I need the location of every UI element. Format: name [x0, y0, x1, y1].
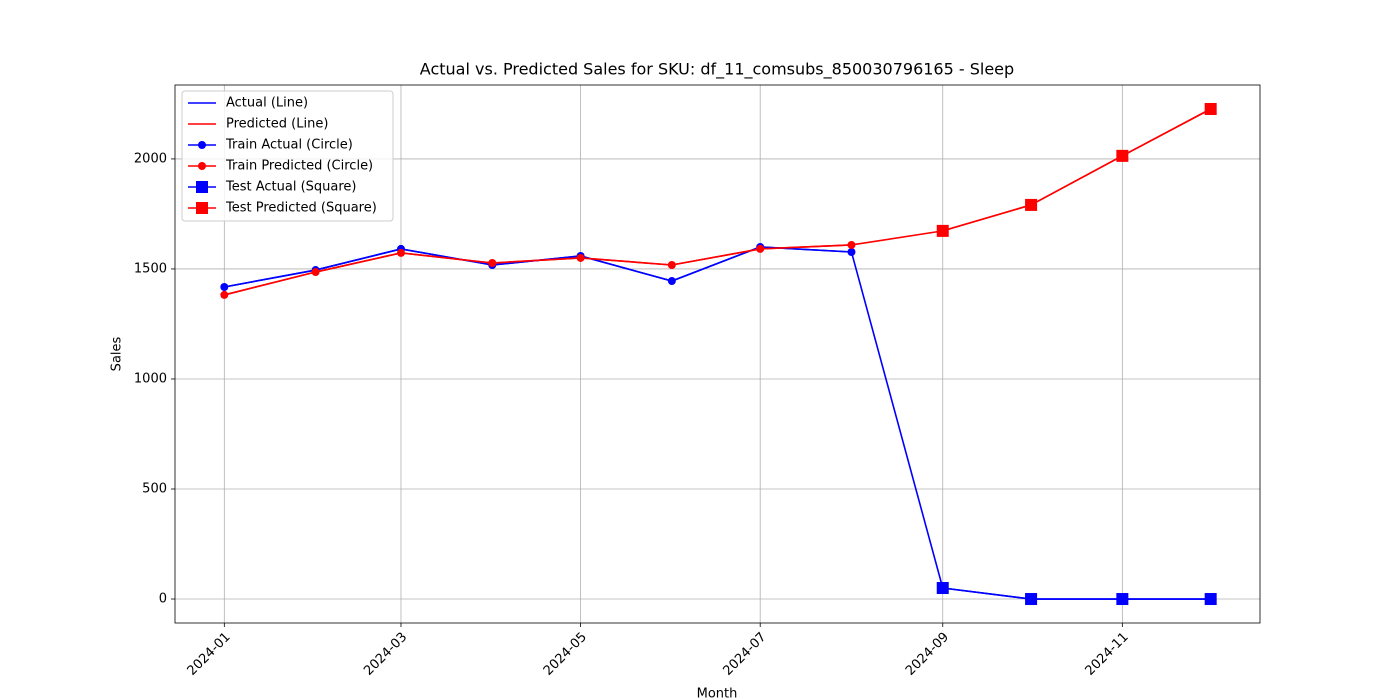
legend-label: Train Actual (Circle): [225, 138, 353, 153]
legend: Actual (Line) Predicted (Line) Train Actua…: [181, 90, 394, 222]
legend-box: [181, 90, 394, 222]
point: [1025, 198, 1038, 211]
y-tick-label: 2000: [134, 151, 167, 166]
point: [1025, 593, 1038, 606]
legend-marker: [196, 202, 208, 214]
x-axis-label: Month: [697, 687, 738, 700]
legend-label: Train Predicted (Circle): [225, 159, 373, 174]
point: [1204, 593, 1217, 606]
x-tick-label: 2024-01: [185, 630, 234, 679]
point: [756, 244, 765, 253]
legend-marker: [198, 162, 206, 170]
plot-frame: [174, 84, 1261, 624]
x-tick-label: 2024-03: [361, 630, 410, 679]
point: [1204, 102, 1217, 115]
y-tick-label: 0: [159, 592, 167, 607]
point: [220, 282, 229, 291]
x-tick-label: 2024-05: [541, 630, 590, 679]
point: [847, 240, 856, 249]
series-line: [942, 108, 1212, 232]
point: [1116, 593, 1129, 606]
point: [576, 253, 585, 262]
y-tick-label: 500: [142, 481, 167, 496]
y-axis-label: Sales: [110, 336, 125, 371]
point: [488, 259, 497, 268]
legend-label: Predicted (Line): [226, 117, 328, 132]
x-tick-label: 2024-09: [903, 630, 952, 679]
series-line: [224, 244, 852, 296]
legend-marker: [196, 181, 208, 193]
chart-title: Actual vs. Predicted Sales for SKU: df_1…: [420, 60, 1014, 80]
series-line: [942, 587, 1211, 600]
legend-label: Test Predicted (Square): [225, 201, 377, 216]
point: [936, 582, 949, 595]
point: [847, 248, 856, 257]
point: [667, 277, 676, 286]
legend-label: Test Actual (Square): [225, 180, 357, 195]
point: [936, 224, 949, 237]
x-tick-label: 2024-07: [720, 630, 769, 679]
series-line: [224, 246, 1211, 600]
y-tick-label: 1500: [134, 261, 167, 276]
point: [1116, 149, 1129, 162]
point: [220, 290, 229, 299]
x-tick-label: 2024-11: [1083, 630, 1132, 679]
point: [311, 268, 320, 277]
point: [396, 248, 405, 257]
y-tick-label: 1000: [134, 371, 167, 386]
legend-label: Actual (Line): [226, 96, 308, 111]
legend-marker: [198, 141, 206, 149]
series-line: [224, 246, 852, 288]
point: [667, 260, 676, 269]
